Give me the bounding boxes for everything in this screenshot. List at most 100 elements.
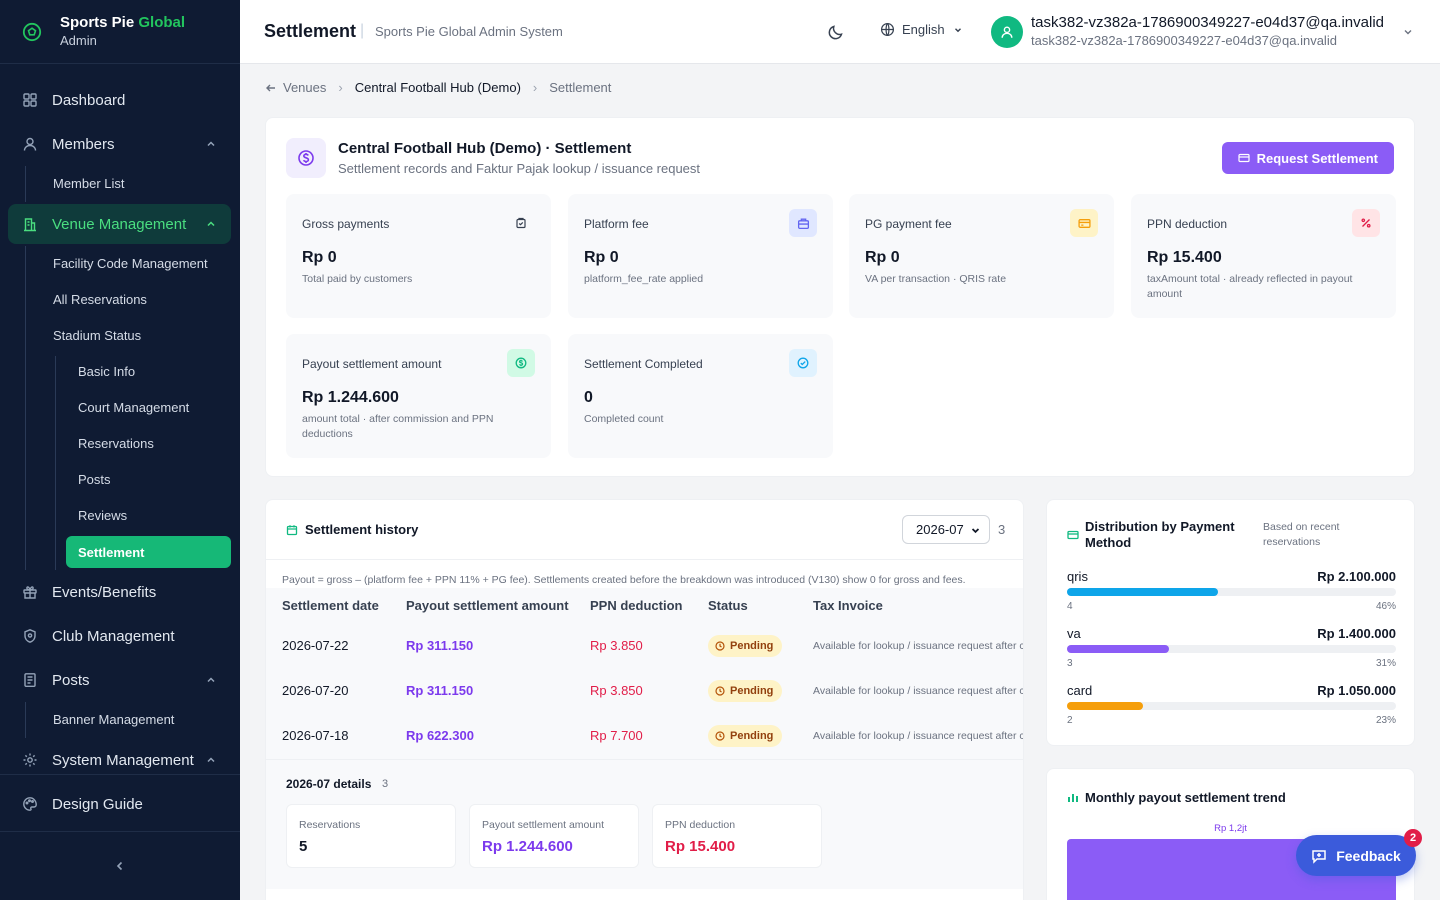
chevron-up-icon (207, 141, 215, 147)
method-percent: 31% (1375, 658, 1396, 669)
sidebar-item-posts-sub[interactable]: Posts (78, 471, 111, 487)
submenu-line (55, 356, 56, 570)
column-header: Payout settlement amount (406, 598, 569, 613)
payout-amount: Rp 311.150 (406, 683, 474, 698)
monthly-trend-card: Monthly payout settlement trend Rp 1,2jt (1046, 768, 1415, 900)
clock-icon (715, 641, 725, 651)
sidebar-item-settlement[interactable]: Settlement (66, 536, 231, 568)
month-select-value: 2026-07 (916, 522, 964, 537)
chevron-down-icon (954, 27, 961, 32)
request-settlement-button[interactable]: Request Settlement (1221, 142, 1394, 174)
calendar-icon (286, 524, 298, 535)
payment-method-row: qris Rp 2.100.000 4 46% (1067, 569, 1396, 615)
method-name: va (1067, 626, 1081, 641)
chevron-up-icon (207, 757, 215, 763)
table-row[interactable]: 2026-07-20 Rp 311.150 Rp 3.850 Pending A… (266, 669, 1023, 714)
stat-value: Rp 0 (302, 249, 337, 266)
chevron-down-icon (971, 528, 980, 534)
moon-icon[interactable] (826, 22, 846, 42)
method-bar-track (1067, 645, 1396, 653)
detail-reservations: Reservations 5 (286, 804, 456, 868)
status-badge: Pending (708, 680, 783, 702)
sidebar-item-events[interactable]: Events/Benefits (8, 572, 231, 612)
collapse-sidebar-button[interactable] (0, 831, 240, 900)
sidebar-item-label: Events/Benefits (52, 583, 157, 601)
method-amount: Rp 1.050.000 (1317, 683, 1396, 698)
history-title: Settlement history (286, 522, 418, 537)
sidebar-item-venue-management[interactable]: Venue Management (8, 204, 231, 244)
method-amount: Rp 2.100.000 (1317, 569, 1396, 584)
method-bar-fill (1067, 702, 1143, 710)
feedback-button[interactable]: Feedback (1296, 835, 1416, 876)
sidebar-item-facility-code[interactable]: Facility Code Management (53, 255, 208, 271)
breadcrumb-separator: › (532, 80, 538, 95)
method-count: 3 (1067, 658, 1073, 669)
table-row[interactable]: 2026-07-18 Rp 622.300 Rp 7.700 Pending A… (266, 714, 1023, 759)
method-name: qris (1067, 569, 1088, 584)
sidebar-item-posts[interactable]: Posts (8, 660, 231, 700)
sidebar-item-label: System Management (52, 751, 194, 769)
sidebar-item-reviews[interactable]: Reviews (78, 507, 128, 523)
arrow-left-icon[interactable] (265, 82, 277, 94)
stat-value: 0 (584, 389, 593, 406)
distribution-subtitle: Based on recent reservations (1263, 521, 1340, 548)
stat-value: Rp 0 (584, 249, 619, 266)
stat-value: Rp 15.400 (1147, 249, 1222, 266)
stat-label: Platform fee (584, 217, 649, 231)
method-bar-track (1067, 702, 1396, 710)
page-title: Settlement (264, 21, 357, 41)
sidebar-item-members[interactable]: Members (8, 124, 231, 164)
column-header: Status (708, 598, 748, 613)
settlement-date: 2026-07-20 (282, 683, 349, 698)
palette-icon (23, 797, 37, 811)
notification-badge: 2 (1404, 829, 1422, 847)
stat-note: Total paid by customers (302, 273, 413, 285)
sidebar-item-design-guide[interactable]: Design Guide (8, 784, 231, 824)
sidebar-item-club[interactable]: Club Management (8, 616, 231, 656)
sidebar-item-member-list[interactable]: Member List (53, 175, 125, 191)
sidebar-item-label: Dashboard (52, 91, 126, 109)
divider (266, 559, 1023, 560)
detail-value: Rp 1.244.600 (482, 838, 573, 855)
percent-icon (1352, 209, 1380, 237)
top-header: Settlement | Sports Pie Global Admin Sys… (240, 0, 1440, 64)
avatar[interactable] (991, 16, 1023, 48)
tax-invoice-note: Available for lookup / issuance request … (813, 640, 1023, 652)
settlement-history-card: Settlement history 2026-07 3 Payout = gr… (265, 499, 1024, 900)
sidebar-item-reservations[interactable]: Reservations (78, 435, 154, 451)
method-name: card (1067, 683, 1093, 698)
user-icon (23, 137, 37, 151)
status-badge: Pending (708, 725, 783, 747)
user-icon (1001, 26, 1013, 38)
chevron-down-icon[interactable] (1402, 26, 1414, 38)
shield-icon (24, 629, 36, 643)
sidebar-item-stadium-status[interactable]: Stadium Status (53, 327, 142, 343)
sidebar-item-basic-info[interactable]: Basic Info (78, 363, 136, 379)
sidebar-item-banner[interactable]: Banner Management (53, 711, 175, 727)
sidebar-item-dashboard[interactable]: Dashboard (8, 80, 231, 120)
month-select[interactable]: 2026-07 (902, 515, 990, 544)
breadcrumb-venues[interactable]: Venues (283, 80, 327, 95)
user-name[interactable]: task382-vz382a-1786900349227-e04d37@qa.i… (1031, 14, 1384, 31)
credit-card-icon (1067, 530, 1079, 540)
page-subtitle: Sports Pie Global Admin System (375, 24, 563, 39)
brand: Sports Pie Global Admin (0, 0, 240, 64)
feedback-label: Feedback (1336, 847, 1401, 864)
bar-chart-icon (1068, 794, 1078, 802)
payment-method-row: card Rp 1.050.000 2 23% (1067, 683, 1396, 729)
breadcrumb-venue[interactable]: Central Football Hub (Demo) (354, 80, 521, 95)
method-count: 2 (1067, 715, 1073, 726)
detail-ppn: PPN deduction Rp 15.400 (652, 804, 822, 868)
sidebar-item-court-management[interactable]: Court Management (78, 399, 190, 415)
table-row[interactable]: 2026-07-22 Rp 311.150 Rp 3.850 Pending A… (266, 624, 1023, 669)
ppn-amount: Rp 7.700 (590, 728, 643, 743)
detail-label: Payout settlement amount (482, 819, 604, 831)
breadcrumb: Venues › Central Football Hub (Demo) › S… (265, 80, 611, 95)
method-bar-track (1067, 588, 1396, 596)
stat-note: platform_fee_rate applied (584, 273, 704, 285)
title-divider: | (360, 22, 365, 39)
sidebar-item-all-reservations[interactable]: All Reservations (53, 291, 147, 307)
stat-note: VA per transaction · QRIS rate (865, 273, 1007, 285)
language-selector[interactable]: English (880, 22, 970, 37)
sidebar-item-system[interactable]: System Management (8, 740, 231, 774)
